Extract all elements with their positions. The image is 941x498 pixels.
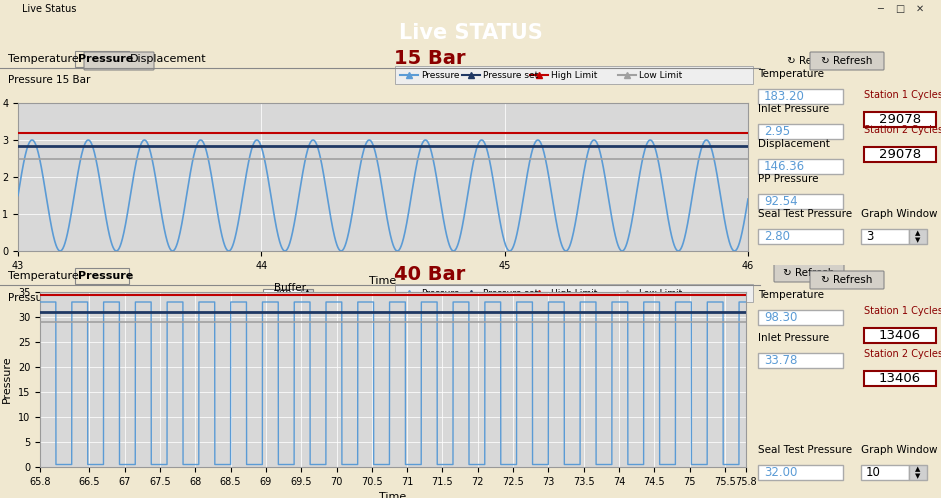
Bar <box>864 112 936 127</box>
Text: ↻ Refresh: ↻ Refresh <box>783 268 835 278</box>
FancyBboxPatch shape <box>810 271 884 289</box>
Bar <box>864 328 936 343</box>
Bar <box>861 229 909 244</box>
Text: Graph Window: Graph Window <box>861 445 937 455</box>
Bar <box>75 51 129 67</box>
Text: 13406: 13406 <box>879 372 921 384</box>
Text: Temperature: Temperature <box>758 290 824 300</box>
X-axis label: Time: Time <box>370 276 396 286</box>
Text: High Limit: High Limit <box>551 288 598 297</box>
Text: Station 2 Cycles: Station 2 Cycles <box>864 350 941 360</box>
Text: ↻ Refresh: ↻ Refresh <box>821 56 872 66</box>
X-axis label: Time: Time <box>379 493 407 498</box>
Text: 3: 3 <box>866 230 873 243</box>
Bar <box>864 146 936 162</box>
Bar <box>301 289 313 302</box>
Text: 10: 10 <box>866 466 881 479</box>
Bar <box>758 124 843 139</box>
Text: Low Limit: Low Limit <box>639 71 682 80</box>
Text: Inlet Pressure: Inlet Pressure <box>758 333 829 343</box>
Text: Pressure set: Pressure set <box>483 288 538 297</box>
Bar <box>758 194 843 209</box>
Text: Pressure: Pressure <box>78 54 134 64</box>
Text: 33.78: 33.78 <box>764 354 797 367</box>
Text: 2.95: 2.95 <box>764 124 790 137</box>
Text: 183.20: 183.20 <box>764 90 805 103</box>
Text: 29078: 29078 <box>879 113 921 125</box>
Text: ↻ Refresh: ↻ Refresh <box>821 275 872 285</box>
Text: 146.36: 146.36 <box>764 160 805 173</box>
Text: Temperature: Temperature <box>8 271 79 281</box>
Text: Displacement: Displacement <box>130 54 207 64</box>
Text: Station 2 Cycles: Station 2 Cycles <box>864 125 941 135</box>
Text: 15 Bar: 15 Bar <box>394 48 466 68</box>
Text: Seal Test Pressure: Seal Test Pressure <box>758 209 853 219</box>
Text: Temperature: Temperature <box>758 69 824 79</box>
Bar <box>758 310 843 325</box>
Y-axis label: Pressure: Pressure <box>2 356 12 403</box>
Text: ✕: ✕ <box>916 4 924 14</box>
Text: 98.30: 98.30 <box>764 311 797 324</box>
Text: Low Limit: Low Limit <box>639 288 682 297</box>
Text: ▲
▼: ▲ ▼ <box>305 290 310 300</box>
Text: Pressure: Pressure <box>421 288 459 297</box>
Text: 32.00: 32.00 <box>764 466 797 479</box>
Bar <box>864 371 936 386</box>
Text: Temperature: Temperature <box>8 54 79 64</box>
Text: ↻ Refresh: ↻ Refresh <box>788 56 838 66</box>
FancyBboxPatch shape <box>810 52 884 70</box>
Text: ▲
▼: ▲ ▼ <box>916 230 920 243</box>
Text: Pressure 15 Bar: Pressure 15 Bar <box>8 75 90 85</box>
FancyBboxPatch shape <box>84 52 154 70</box>
Bar <box>758 229 843 244</box>
Text: □: □ <box>896 4 904 14</box>
Text: Live Status: Live Status <box>22 4 76 14</box>
Bar <box>758 353 843 368</box>
Text: Station 1 Cycles: Station 1 Cycles <box>864 91 941 101</box>
Bar <box>909 465 927 480</box>
Text: Graph Window: Graph Window <box>861 209 937 219</box>
Text: 92.54: 92.54 <box>764 195 798 208</box>
Bar <box>395 284 753 302</box>
Text: PP Pressure: PP Pressure <box>758 174 819 184</box>
Text: Pressure: Pressure <box>421 71 459 80</box>
Text: 300: 300 <box>272 290 292 300</box>
FancyBboxPatch shape <box>774 264 844 282</box>
Text: Station 1 Cycles: Station 1 Cycles <box>864 306 941 316</box>
Text: Inlet Pressure: Inlet Pressure <box>758 105 829 115</box>
Text: High Limit: High Limit <box>551 71 598 80</box>
Text: Pressure: Pressure <box>78 271 134 281</box>
Bar <box>263 289 301 302</box>
Text: ─: ─ <box>877 4 883 14</box>
Bar <box>75 268 129 284</box>
Text: 2.80: 2.80 <box>764 230 790 243</box>
Bar <box>909 229 927 244</box>
Text: 40 Bar: 40 Bar <box>394 265 466 284</box>
Text: Buffer: Buffer <box>274 283 306 293</box>
Bar <box>758 465 843 480</box>
Text: Seal Test Pressure: Seal Test Pressure <box>758 445 853 455</box>
Bar <box>758 158 843 174</box>
Text: Displacement: Displacement <box>758 139 830 149</box>
Text: Pressure set: Pressure set <box>483 71 538 80</box>
Text: Live STATUS: Live STATUS <box>399 23 542 43</box>
Bar <box>395 66 753 84</box>
Bar <box>861 465 909 480</box>
Text: 29078: 29078 <box>879 148 921 161</box>
Text: Pressure 40 Bar: Pressure 40 Bar <box>8 293 90 303</box>
Text: ▲
▼: ▲ ▼ <box>916 466 920 479</box>
Bar <box>758 89 843 104</box>
Text: 13406: 13406 <box>879 329 921 342</box>
